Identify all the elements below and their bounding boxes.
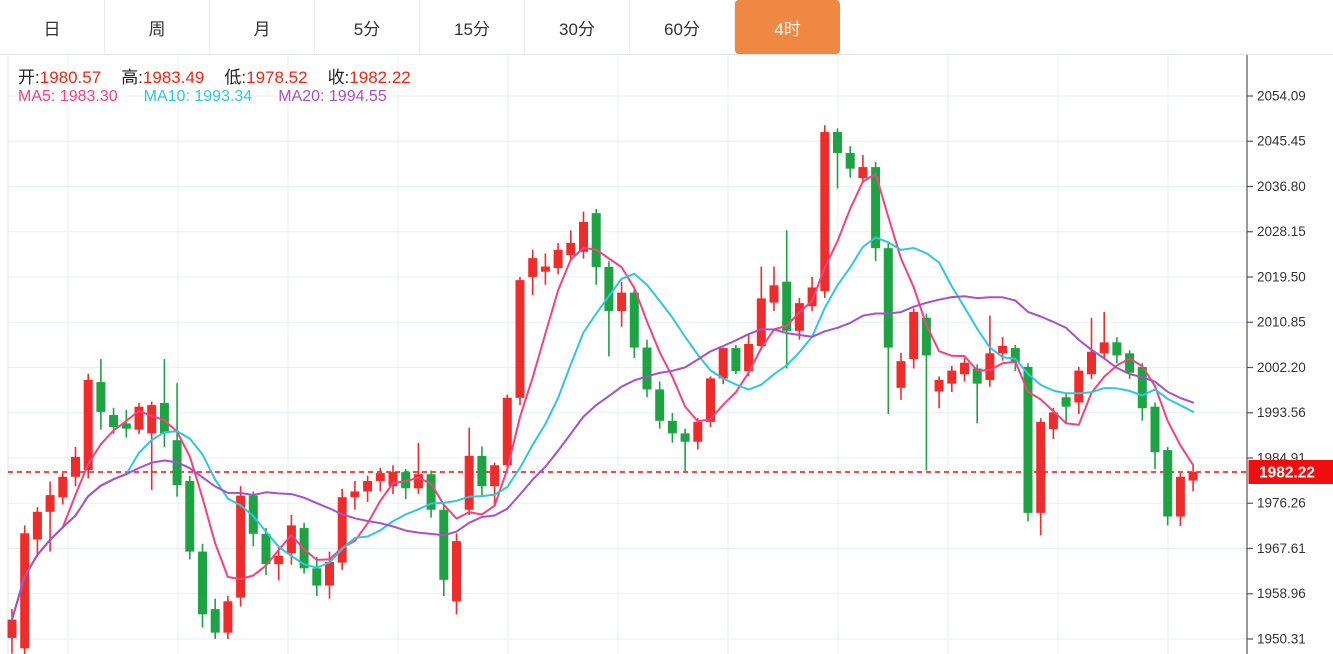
tab-30分[interactable]: 30分: [525, 0, 630, 54]
low-label: 低:: [224, 68, 247, 87]
tab-周[interactable]: 周: [105, 0, 210, 54]
candles-layer: [7, 125, 1198, 654]
close-value: 1982.22: [349, 68, 411, 87]
ma20-legend: MA20: 1994.55: [278, 88, 387, 105]
open-value: 1980.57: [39, 68, 102, 87]
ma5-legend: MA5: 1983.30: [18, 88, 118, 105]
y-axis-label: 2002.20: [1257, 360, 1306, 375]
y-axis-label: 1993.56: [1257, 405, 1306, 420]
ma-legend: MA5: 1983.30 MA10: 1993.34 MA20: 1994.55: [18, 88, 413, 106]
y-axis-label: 2010.85: [1257, 315, 1306, 330]
low-value: 1978.52: [246, 68, 308, 87]
y-axis-label: 1976.26: [1257, 496, 1306, 511]
svg-text:1982.22: 1982.22: [1259, 464, 1315, 481]
tab-60分[interactable]: 60分: [630, 0, 735, 54]
high-value: 1983.49: [142, 68, 205, 87]
grid-lines: [7, 55, 1247, 654]
y-axis-label: 2028.15: [1257, 224, 1306, 239]
y-axis-label: 2045.45: [1257, 134, 1306, 149]
tab-4时[interactable]: 4时: [735, 0, 840, 54]
ma10-legend: MA10: 1993.34: [143, 88, 253, 105]
current-price-badge: 1982.22: [1248, 459, 1333, 484]
y-axis-label: 2036.80: [1257, 179, 1306, 194]
tab-5分[interactable]: 5分: [315, 0, 420, 54]
high-label: 高:: [121, 68, 143, 87]
ma10-line: [11, 236, 1195, 621]
y-axis: 2054.09 2045.45 2036.80 2028.15 2019.50 2010.…: [1246, 55, 1306, 654]
ma5-line: [11, 172, 1195, 621]
y-axis-label: 1967.61: [1257, 541, 1306, 556]
period-tab-bar: 日周月 5分 15分 30分 60分 4时: [0, 0, 1333, 55]
tab-日[interactable]: 日: [0, 0, 105, 54]
tab-15分[interactable]: 15分: [420, 0, 525, 54]
tab-月[interactable]: 月: [210, 0, 315, 54]
y-axis-label: 1958.96: [1257, 586, 1306, 601]
y-axis-label: 1950.31: [1257, 631, 1306, 646]
y-axis-label: 2019.50: [1257, 269, 1306, 284]
ma20-line: [11, 295, 1195, 621]
candlestick-chart[interactable]: 2054.09 2045.45 2036.80 2028.15 2019.50 2010.…: [0, 55, 1333, 654]
ohlc-legend: 开:1980.57 高:1983.49 低:1978.52 收:1982.22: [18, 63, 431, 88]
open-label: 开:: [18, 68, 40, 87]
close-label: 收:: [327, 68, 350, 87]
y-axis-label: 2054.09: [1257, 89, 1306, 104]
